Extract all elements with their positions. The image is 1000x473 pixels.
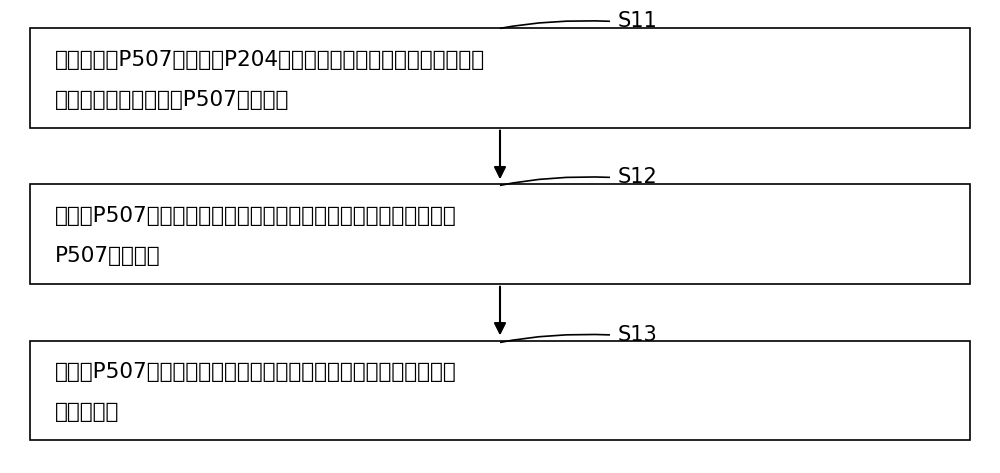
Text: P507有机相；: P507有机相；: [55, 246, 161, 266]
FancyBboxPatch shape: [30, 184, 970, 284]
Text: 对第一P507有机相进行第一镁反萃处理，获得含钴且残留镁的第二: 对第一P507有机相进行第一镁反萃处理，获得含钴且残留镁的第二: [55, 206, 457, 226]
FancyBboxPatch shape: [30, 28, 970, 128]
Text: 理，获得含钴镁的第一P507有机相；: 理，获得含钴镁的第一P507有机相；: [55, 90, 289, 110]
Text: S11: S11: [618, 11, 658, 31]
FancyBboxPatch shape: [30, 341, 970, 440]
Text: S13: S13: [618, 325, 658, 345]
Text: 对第二P507有机相分别进行第二镁反萃处理和钴反萃处理，获得镁: 对第二P507有机相分别进行第二镁反萃处理和钴反萃处理，获得镁: [55, 362, 457, 382]
Text: 将皂化后的P507有机相对P204有机相处理后的含钴水相进行萃取处: 将皂化后的P507有机相对P204有机相处理后的含钴水相进行萃取处: [55, 50, 485, 70]
Text: 掺杂钴液。: 掺杂钴液。: [55, 402, 119, 422]
Text: S12: S12: [618, 167, 658, 187]
